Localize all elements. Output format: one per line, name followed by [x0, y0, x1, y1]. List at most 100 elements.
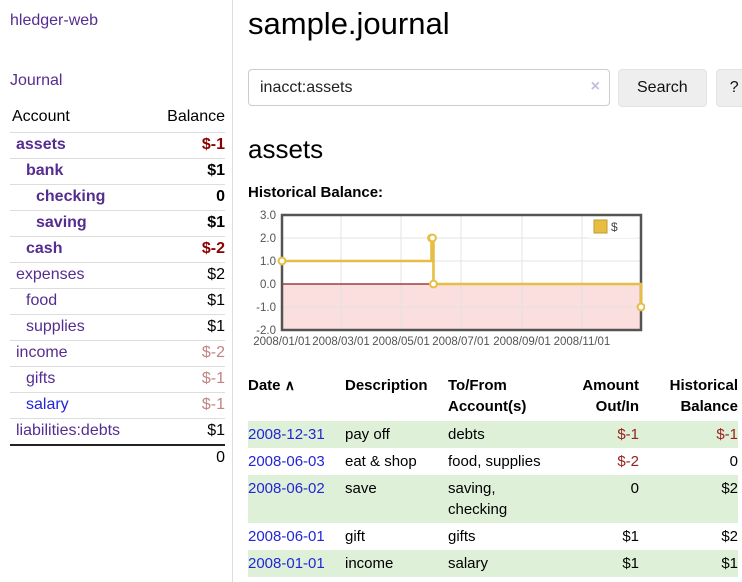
account-heading: assets — [248, 134, 324, 164]
svg-text:2008/11/01: 2008/11/01 — [554, 336, 611, 348]
transaction-date-link[interactable]: 2008-01-01 — [248, 550, 345, 577]
account-row: supplies $1 — [10, 314, 225, 341]
account-balance: $1 — [149, 210, 225, 237]
transaction-description: pay off — [345, 426, 390, 443]
account-balance: 0 — [149, 184, 225, 211]
column-header-balance[interactable]: Historical Balance — [669, 377, 738, 415]
search-button[interactable]: Search — [618, 69, 707, 107]
account-row: income $-2 — [10, 340, 225, 367]
accounts-table: Account Balance assets $-1 bank $1 checking 0… — [10, 106, 225, 471]
transaction-date-link[interactable]: 2008-06-01 — [248, 523, 345, 550]
account-link-expenses[interactable]: expenses — [16, 266, 85, 283]
account-balance: $-2 — [149, 340, 225, 367]
account-balance: $1 — [149, 418, 225, 446]
transaction-amount: 0 — [630, 480, 639, 497]
account-row: saving $1 — [10, 210, 225, 237]
svg-text:-1.0: -1.0 — [256, 302, 276, 314]
page-title: sample.journal — [248, 6, 450, 41]
accounts-column-header: Account — [10, 106, 150, 133]
account-row: liabilities:debts $1 — [10, 418, 225, 446]
transaction-date-link[interactable]: 2008-01-01 — [248, 555, 325, 572]
sort-ascending-icon: ∧ — [284, 377, 295, 393]
svg-text:1.0: 1.0 — [260, 256, 276, 268]
sidebar-item-journal[interactable]: Journal — [10, 72, 63, 89]
balance-column-header: Balance — [149, 106, 225, 133]
transaction-accounts: salary — [448, 555, 489, 572]
transaction-date-link[interactable]: 2008-06-01 — [248, 528, 325, 545]
transaction-row[interactable]: 2008-06-01 gift gifts $1 $2 — [248, 523, 738, 550]
transaction-description: gift — [345, 528, 366, 545]
transaction-accounts: gifts — [448, 528, 476, 545]
transaction-balance: $2 — [721, 480, 738, 497]
account-row: food $1 — [10, 288, 225, 315]
register-table: Date ∧ Description To/From Account(s) Am… — [248, 373, 738, 577]
transaction-date-link[interactable]: 2008-12-31 — [248, 421, 345, 448]
transaction-row[interactable]: 2008-06-03 eat & shop food, supplies $-2 0 — [248, 448, 738, 475]
clear-search-icon[interactable]: × — [590, 78, 600, 95]
account-row: salary $-1 — [10, 392, 225, 419]
transaction-balance: 0 — [729, 453, 738, 470]
account-link-checking[interactable]: checking — [36, 188, 106, 205]
transaction-amount: $1 — [622, 555, 639, 572]
app-title-link[interactable]: hledger-web — [10, 12, 99, 29]
transaction-accounts: food, supplies — [448, 453, 541, 470]
transaction-amount: $-2 — [617, 453, 639, 470]
account-balance: $2 — [149, 262, 225, 289]
historical-balance-chart: $3.0 2.0 1.0 0.0 -1.0 -2.0 2008/01/01 2008/03/0… — [248, 208, 742, 356]
account-link-liabilities-debts[interactable]: liabilities:debts — [16, 422, 121, 439]
account-link-bank[interactable]: bank — [26, 162, 64, 179]
main-content: sample.journal × Search ? assets Histori… — [233, 0, 742, 582]
account-link-assets[interactable]: assets — [16, 136, 66, 153]
svg-text:2.0: 2.0 — [260, 233, 276, 245]
search-input[interactable] — [248, 69, 610, 106]
account-balance: $-2 — [149, 236, 225, 263]
svg-text:2008/05/01: 2008/05/01 — [372, 336, 430, 348]
account-link-supplies[interactable]: supplies — [26, 318, 85, 335]
transaction-date-link[interactable]: 2008-06-03 — [248, 453, 325, 470]
svg-text:2008/07/01: 2008/07/01 — [432, 336, 490, 348]
transaction-date-link[interactable]: 2008-06-02 — [248, 480, 325, 497]
svg-text:3.0: 3.0 — [260, 210, 276, 222]
chart-heading: Historical Balance: — [248, 184, 384, 201]
accounts-total-value: 0 — [149, 444, 225, 471]
transaction-accounts: debts — [448, 426, 485, 443]
svg-text:2008/01/01: 2008/01/01 — [253, 336, 311, 348]
account-balance: $1 — [149, 158, 225, 185]
transaction-balance: $2 — [721, 528, 738, 545]
account-link-saving[interactable]: saving — [36, 214, 87, 231]
sidebar: hledger-web Journal Account Balance asse… — [0, 0, 233, 582]
svg-text:0.0: 0.0 — [260, 279, 276, 291]
transaction-amount: $1 — [622, 528, 639, 545]
account-balance: $-1 — [149, 366, 225, 393]
svg-text:$: $ — [611, 220, 618, 234]
column-header-accounts[interactable]: To/From Account(s) — [448, 377, 527, 415]
column-header-description[interactable]: Description — [345, 377, 428, 394]
search-help-button[interactable]: ? — [715, 69, 742, 107]
account-link-food[interactable]: food — [26, 292, 58, 309]
transaction-description: eat & shop — [345, 453, 417, 470]
account-row: bank $1 — [10, 158, 225, 185]
account-link-salary[interactable]: salary — [26, 396, 69, 413]
account-row: cash $-2 — [10, 236, 225, 263]
transaction-balance: $-1 — [716, 426, 738, 443]
transaction-row[interactable]: 2008-01-01 income salary $1 $1 — [248, 550, 738, 577]
transaction-date-link[interactable]: 2008-06-02 — [248, 475, 345, 523]
transaction-balance: $1 — [721, 555, 738, 572]
account-link-gifts[interactable]: gifts — [26, 370, 56, 387]
transaction-row[interactable]: 2008-12-31 pay off debts $-1 $-1 — [248, 421, 738, 448]
account-link-cash[interactable]: cash — [26, 240, 63, 257]
svg-text:2008/03/01: 2008/03/01 — [312, 336, 370, 348]
transaction-date-link[interactable]: 2008-06-03 — [248, 448, 345, 475]
account-link-income[interactable]: income — [16, 344, 68, 361]
column-header-amount[interactable]: Amount Out/In — [582, 377, 639, 415]
transaction-date-link[interactable]: 2008-12-31 — [248, 426, 325, 443]
account-balance: $-1 — [149, 132, 225, 159]
account-row: assets $-1 — [10, 132, 225, 159]
transaction-description: save — [345, 480, 377, 497]
transaction-row[interactable]: 2008-06-02 save saving, checking 0 $2 — [248, 475, 738, 523]
column-header-date[interactable]: Date ∧ — [248, 377, 295, 394]
transaction-amount: $-1 — [617, 426, 639, 443]
search-form: × Search ? — [248, 69, 742, 107]
account-row: expenses $2 — [10, 262, 225, 289]
